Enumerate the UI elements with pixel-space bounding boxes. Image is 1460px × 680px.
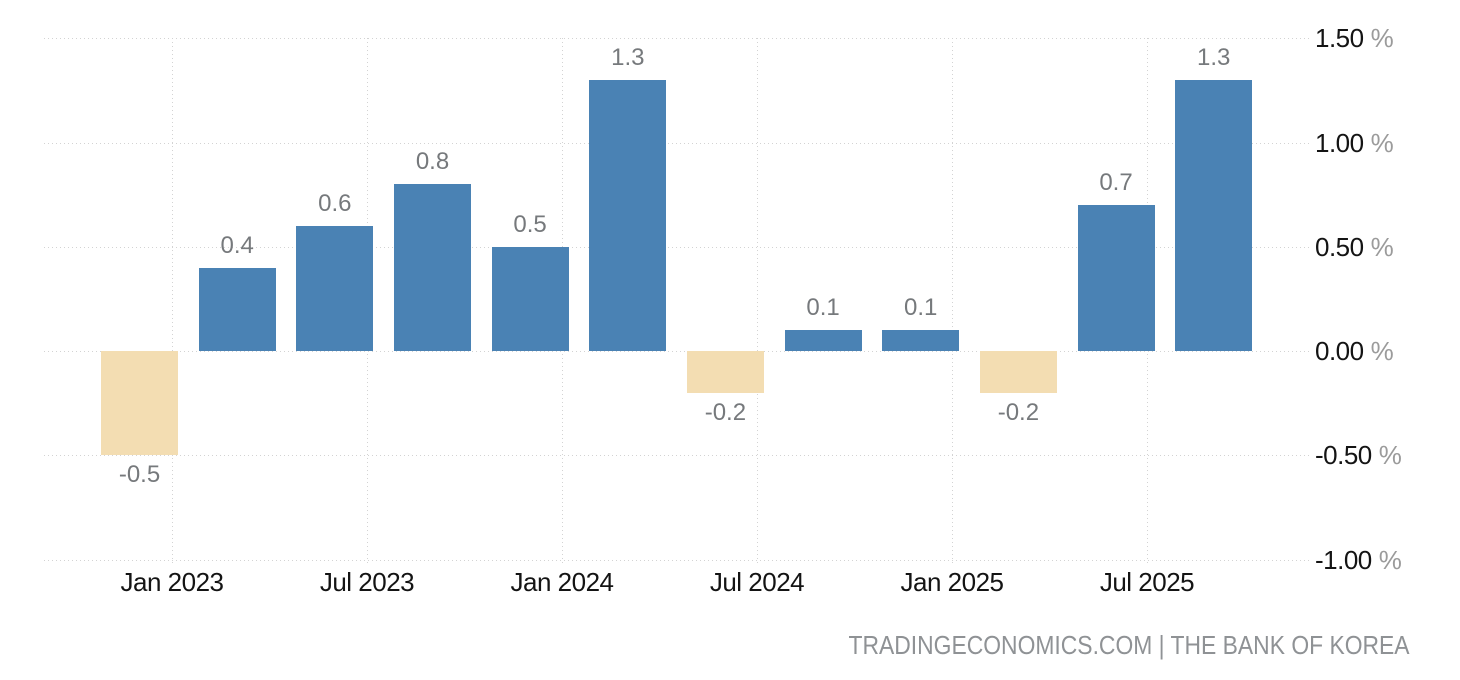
x-axis-tick-label: Jul 2024 <box>709 567 805 597</box>
percent-sign: % <box>1370 23 1394 53</box>
percent-sign: % <box>1370 232 1394 262</box>
bar[interactable] <box>1077 205 1155 351</box>
percent-sign: % <box>1378 440 1402 470</box>
bar[interactable] <box>882 330 960 351</box>
bar[interactable] <box>296 225 374 351</box>
bar-value-label: 0.5 <box>513 210 547 238</box>
y-axis-tick-label: 0.50% <box>1315 232 1394 262</box>
y-tick-value: 0.00 <box>1315 336 1364 366</box>
bar[interactable] <box>784 330 862 351</box>
gridline-vertical <box>952 38 953 565</box>
percent-sign: % <box>1378 545 1402 575</box>
gridline-horizontal <box>44 247 1312 248</box>
y-axis-tick-label: 1.50% <box>1315 23 1394 53</box>
y-tick-value: 1.50 <box>1315 23 1364 53</box>
gridline-vertical <box>172 38 173 565</box>
bar-value-label: 0.4 <box>220 231 254 259</box>
bar-value-label: 0.1 <box>904 294 938 322</box>
gridline-vertical <box>757 38 758 565</box>
y-axis-tick-label: 1.00% <box>1315 128 1394 158</box>
gridline-horizontal <box>44 38 1312 39</box>
bar[interactable] <box>101 351 178 456</box>
x-axis-tick-label: Jul 2023 <box>319 567 415 597</box>
bar-value-label: -0.5 <box>118 461 161 489</box>
bar-value-label: -0.2 <box>997 398 1040 426</box>
x-axis-tick-label: Jan 2023 <box>120 567 224 597</box>
y-tick-value: 0.50 <box>1315 232 1364 262</box>
bar-value-label: 1.3 <box>611 43 645 71</box>
x-axis-tick-label: Jul 2025 <box>1099 567 1195 597</box>
source-attribution: TRADINGECONOMICS.COM | THE BANK OF KOREA <box>848 630 1410 660</box>
y-tick-value: -0.50 <box>1315 440 1372 470</box>
x-axis-tick-label: Jan 2024 <box>510 567 614 597</box>
x-axis-tick-label: Jan 2025 <box>900 567 1004 597</box>
y-tick-value: -1.00 <box>1315 545 1372 575</box>
y-tick-value: 1.00 <box>1315 128 1364 158</box>
bar[interactable] <box>589 79 667 351</box>
bar[interactable] <box>979 351 1057 393</box>
gridline-horizontal <box>44 143 1312 144</box>
bar-value-label: -0.2 <box>704 398 747 426</box>
bar[interactable] <box>394 184 471 351</box>
bar-value-label: 1.3 <box>1197 43 1231 71</box>
y-axis-tick-label: -0.50% <box>1315 440 1402 470</box>
bar-value-label: 0.6 <box>318 189 352 217</box>
bar[interactable] <box>491 246 569 352</box>
bar[interactable] <box>686 351 764 393</box>
y-axis-tick-label: 0.00% <box>1315 336 1394 366</box>
percent-sign: % <box>1370 336 1394 366</box>
gridline-horizontal <box>44 351 1312 352</box>
bar-value-label: 0.8 <box>415 148 450 176</box>
bar-value-label: 0.7 <box>1099 169 1133 197</box>
bar[interactable] <box>198 267 276 351</box>
percent-sign: % <box>1370 128 1394 158</box>
bar[interactable] <box>1175 79 1253 351</box>
gridline-horizontal <box>44 560 1312 561</box>
gridline-horizontal <box>44 455 1312 456</box>
y-axis-tick-label: -1.00% <box>1315 545 1402 575</box>
bar-value-label: 0.1 <box>806 294 840 322</box>
